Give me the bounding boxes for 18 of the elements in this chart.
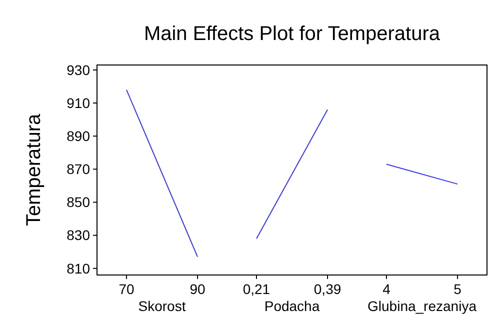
y-tick-label: 850	[66, 194, 90, 210]
x-tick-label: 4	[382, 281, 391, 297]
x-tick-label: 5	[454, 281, 462, 297]
x-tick-label: 0,39	[314, 281, 342, 297]
y-axis-title: Temperatura	[23, 112, 45, 226]
x-tick-label: 90	[190, 281, 206, 297]
y-tick-label: 810	[66, 260, 90, 276]
x-axis-title: Glubina_rezaniya	[368, 298, 477, 314]
text: Main Effects Plot for Temperatura	[144, 23, 441, 45]
y-tick-label: 910	[66, 94, 90, 111]
x-tick-label: 70	[118, 281, 134, 297]
y-tick-label: 930	[66, 62, 90, 78]
x-axis-title: Podacha	[264, 298, 320, 314]
y-tick-label: 890	[66, 128, 90, 144]
x-axis-title: Skorost	[138, 298, 186, 314]
x-tick-label: 0,21	[242, 281, 270, 297]
y-tick-label: 830	[66, 227, 90, 244]
y-tick-label: 870	[66, 161, 90, 178]
